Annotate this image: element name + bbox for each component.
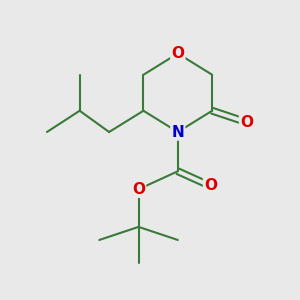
Text: N: N xyxy=(171,124,184,140)
Text: O: O xyxy=(132,182,145,197)
Text: O: O xyxy=(240,115,253,130)
Text: O: O xyxy=(204,178,217,194)
Text: O: O xyxy=(171,46,184,61)
